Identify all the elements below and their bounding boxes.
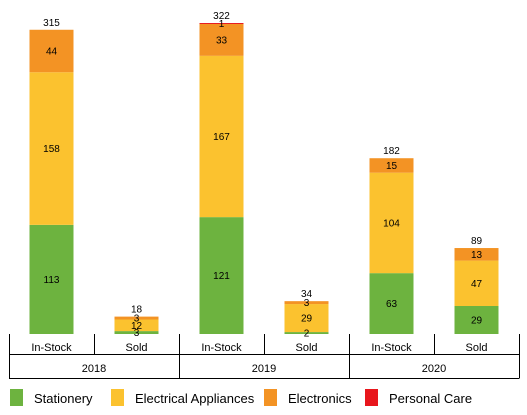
data-label: 47 bbox=[471, 279, 483, 290]
legend-swatch bbox=[111, 389, 124, 406]
bar-segment-2018-sold-electronics bbox=[114, 316, 159, 320]
data-label: 3 bbox=[134, 328, 140, 339]
data-label: 44 bbox=[46, 47, 58, 58]
data-label: 1 bbox=[219, 19, 225, 30]
data-label: 2 bbox=[304, 329, 310, 340]
bar-segment-2018-in-stock-stationery bbox=[29, 224, 74, 334]
total-label: 18 bbox=[131, 305, 143, 316]
data-label: 29 bbox=[301, 314, 313, 325]
data-label: 3 bbox=[134, 314, 140, 325]
category-tick-label: Sold bbox=[295, 342, 317, 354]
data-label: 104 bbox=[383, 218, 400, 229]
bar-segment-2018-sold-stationery bbox=[114, 331, 159, 334]
bar-segment-2019-sold-electronics bbox=[284, 301, 329, 305]
bar-segment-2018-in-stock-electrical-appliances bbox=[29, 72, 74, 225]
bar-segment-2019-in-stock-electrical-appliances bbox=[199, 55, 244, 218]
category-tick-label: In-Stock bbox=[371, 342, 412, 354]
data-label: 29 bbox=[471, 315, 483, 326]
legend-label: Electronics bbox=[288, 391, 352, 406]
data-label: 167 bbox=[213, 132, 230, 143]
bar-segment-2018-in-stock-electronics bbox=[29, 29, 74, 73]
legend-swatch bbox=[264, 389, 277, 406]
bar-segment-2020-in-stock-electrical-appliances bbox=[369, 172, 414, 274]
total-label: 322 bbox=[213, 11, 230, 22]
group-tick-label: 2018 bbox=[82, 363, 106, 375]
legend-label: Stationery bbox=[34, 391, 93, 406]
total-label: 182 bbox=[383, 146, 400, 157]
category-tick-label: Sold bbox=[125, 342, 147, 354]
bar-segment-2019-in-stock-stationery bbox=[199, 217, 244, 334]
data-label: 15 bbox=[386, 161, 398, 172]
bar-segment-2020-sold-electrical-appliances bbox=[454, 260, 499, 306]
data-label: 121 bbox=[213, 271, 230, 282]
total-label: 34 bbox=[301, 289, 313, 300]
bar-segment-2020-in-stock-electronics bbox=[369, 158, 414, 173]
category-tick-label: Sold bbox=[465, 342, 487, 354]
data-label: 13 bbox=[471, 250, 483, 261]
group-tick-label: 2019 bbox=[252, 363, 276, 375]
bar-segment-2020-in-stock-stationery bbox=[369, 273, 414, 334]
bar-segment-2020-sold-electronics bbox=[454, 248, 499, 261]
data-label: 3 bbox=[304, 298, 310, 309]
bar-segment-2019-in-stock-personal-care bbox=[199, 23, 244, 24]
data-label: 158 bbox=[43, 144, 60, 155]
data-label: 12 bbox=[131, 321, 143, 332]
bar-segment-2019-sold-electrical-appliances bbox=[284, 304, 329, 333]
total-label: 89 bbox=[471, 236, 483, 247]
legend-swatch bbox=[365, 389, 378, 406]
category-tick-label: In-Stock bbox=[201, 342, 242, 354]
bar-segment-2018-sold-electrical-appliances bbox=[114, 319, 159, 332]
bar-segment-2020-sold-stationery bbox=[454, 305, 499, 334]
legend-label: Electrical Appliances bbox=[135, 391, 255, 406]
bar-segment-2019-in-stock-electronics bbox=[199, 23, 244, 56]
legend-swatch bbox=[10, 389, 23, 406]
data-label: 63 bbox=[386, 299, 398, 310]
data-label: 33 bbox=[216, 35, 228, 46]
data-label: 113 bbox=[44, 275, 60, 286]
legend-label: Personal Care bbox=[389, 391, 472, 406]
total-label: 315 bbox=[43, 18, 60, 29]
category-tick-label: In-Stock bbox=[31, 342, 72, 354]
bar-segment-2019-sold-stationery bbox=[284, 332, 329, 334]
group-tick-label: 2020 bbox=[422, 363, 446, 375]
